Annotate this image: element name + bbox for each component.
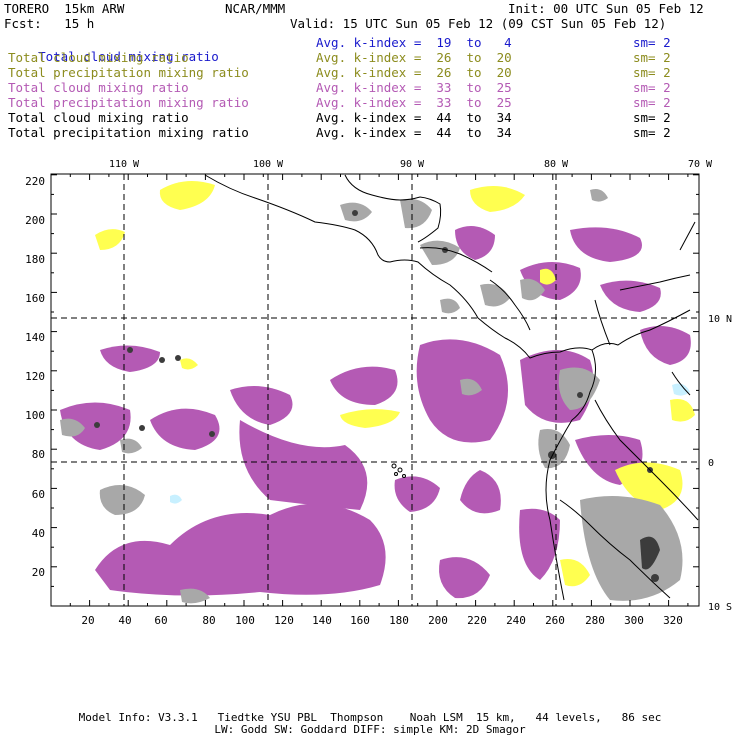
y-tick-label: 200 <box>25 214 45 227</box>
latitude-label: 10 S <box>708 602 732 613</box>
y-tick-label: 60 <box>32 488 45 501</box>
coastline <box>204 174 699 601</box>
x-tick-label: 120 <box>274 614 294 627</box>
legend-smoothing: sm= 2 <box>633 110 671 125</box>
field-layer <box>51 174 699 606</box>
y-tick-label: 220 <box>25 175 45 188</box>
center-name: NCAR/MMM <box>225 1 286 16</box>
legend-field: Total precipitation mixing ratio <box>8 95 249 110</box>
legend-kindex: Avg. k-index = 26 to 20 <box>316 65 512 80</box>
valid-time: Valid: 15 UTC Sun 05 Feb 12 (09 CST Sun … <box>290 16 667 31</box>
y-tick-labels: 20 40 60 80 100 120 140 160 180 200 220 <box>25 175 45 579</box>
cyan-field <box>170 383 690 504</box>
legend-smoothing: sm= 2 <box>633 35 671 50</box>
longitude-label: 110 W <box>109 159 140 170</box>
legend-field: Total cloud mixing ratio <box>8 80 189 95</box>
galapagos-islands <box>391 463 406 478</box>
x-tick-label: 140 <box>312 614 332 627</box>
legend-smoothing: sm= 2 <box>633 95 671 110</box>
forecast-hour: Fcst: 15 h <box>4 16 95 31</box>
x-tick-label: 200 <box>428 614 448 627</box>
y-tick-label: 120 <box>25 370 45 383</box>
legend-kindex: Avg. k-index = 19 to 4 <box>316 35 512 50</box>
y-ticks <box>51 174 699 607</box>
x-tick-label: 180 <box>389 614 409 627</box>
y-tick-label: 40 <box>32 527 45 540</box>
legend-field: Total precipitation mixing ratio <box>8 65 249 80</box>
legend-smoothing: sm= 2 <box>633 50 671 65</box>
yellow-field <box>95 181 695 587</box>
y-tick-label: 160 <box>25 292 45 305</box>
x-tick-label: 100 <box>235 614 255 627</box>
legend-kindex: Avg. k-index = 33 to 25 <box>316 80 512 95</box>
y-tick-label: 140 <box>25 331 45 344</box>
y-tick-label: 80 <box>32 448 45 461</box>
latitude-label: 10 N <box>708 314 732 325</box>
x-tick-label: 300 <box>624 614 644 627</box>
legend-field: Total cloud mixing ratio <box>8 50 189 65</box>
x-tick-label: 320 <box>663 614 683 627</box>
legend-row: Total cloud mixing ratio <box>8 36 219 78</box>
y-tick-label: 20 <box>32 566 45 579</box>
longitude-label: 70 W <box>688 159 713 170</box>
x-tick-label: 240 <box>506 614 526 627</box>
legend-smoothing: sm= 2 <box>633 125 671 140</box>
x-tick-label: 60 <box>154 614 167 627</box>
x-tick-label: 20 <box>81 614 94 627</box>
lat-lon-grid <box>51 174 699 606</box>
legend-kindex: Avg. k-index = 33 to 25 <box>316 95 512 110</box>
longitude-labels: 110 W 100 W 90 W 80 W 70 W <box>109 159 713 170</box>
legend-smoothing: sm= 2 <box>633 80 671 95</box>
model-name: TORERO 15km ARW <box>4 1 125 16</box>
x-tick-labels: 20 40 60 80 100 120 140 160 180 200 220 … <box>81 614 683 627</box>
longitude-label: 90 W <box>400 159 425 170</box>
x-tick-label: 80 <box>202 614 215 627</box>
legend-kindex: Avg. k-index = 26 to 20 <box>316 50 512 65</box>
longitude-label: 80 W <box>544 159 569 170</box>
legend-kindex: Avg. k-index = 44 to 34 <box>316 110 512 125</box>
latitude-labels: 10 N 0 10 S <box>708 314 732 613</box>
longitude-label: 100 W <box>253 159 284 170</box>
legend-smoothing: sm= 2 <box>633 65 671 80</box>
latitude-label: 0 <box>708 458 714 469</box>
dark-core-field <box>94 210 660 582</box>
x-tick-label: 40 <box>118 614 131 627</box>
x-tick-label: 160 <box>350 614 370 627</box>
y-tick-label: 100 <box>25 409 45 422</box>
legend-kindex: Avg. k-index = 44 to 34 <box>316 125 512 140</box>
x-tick-label: 260 <box>545 614 565 627</box>
legend-field: Total cloud mixing ratio <box>38 49 219 64</box>
x-tick-label: 280 <box>585 614 605 627</box>
x-tick-label: 220 <box>467 614 487 627</box>
legend-field: Total precipitation mixing ratio <box>8 125 249 140</box>
model-info-line2: LW: Godd SW: Goddard DIFF: simple KM: 2D… <box>214 723 526 736</box>
y-tick-label: 180 <box>25 253 45 266</box>
x-ticks <box>50 174 689 606</box>
init-time: Init: 00 UTC Sun 05 Feb 12 <box>508 1 704 16</box>
legend-field: Total cloud mixing ratio <box>8 110 189 125</box>
model-info-line1: Model Info: V3.3.1 Tiedtke YSU PBL Thomp… <box>78 711 662 724</box>
